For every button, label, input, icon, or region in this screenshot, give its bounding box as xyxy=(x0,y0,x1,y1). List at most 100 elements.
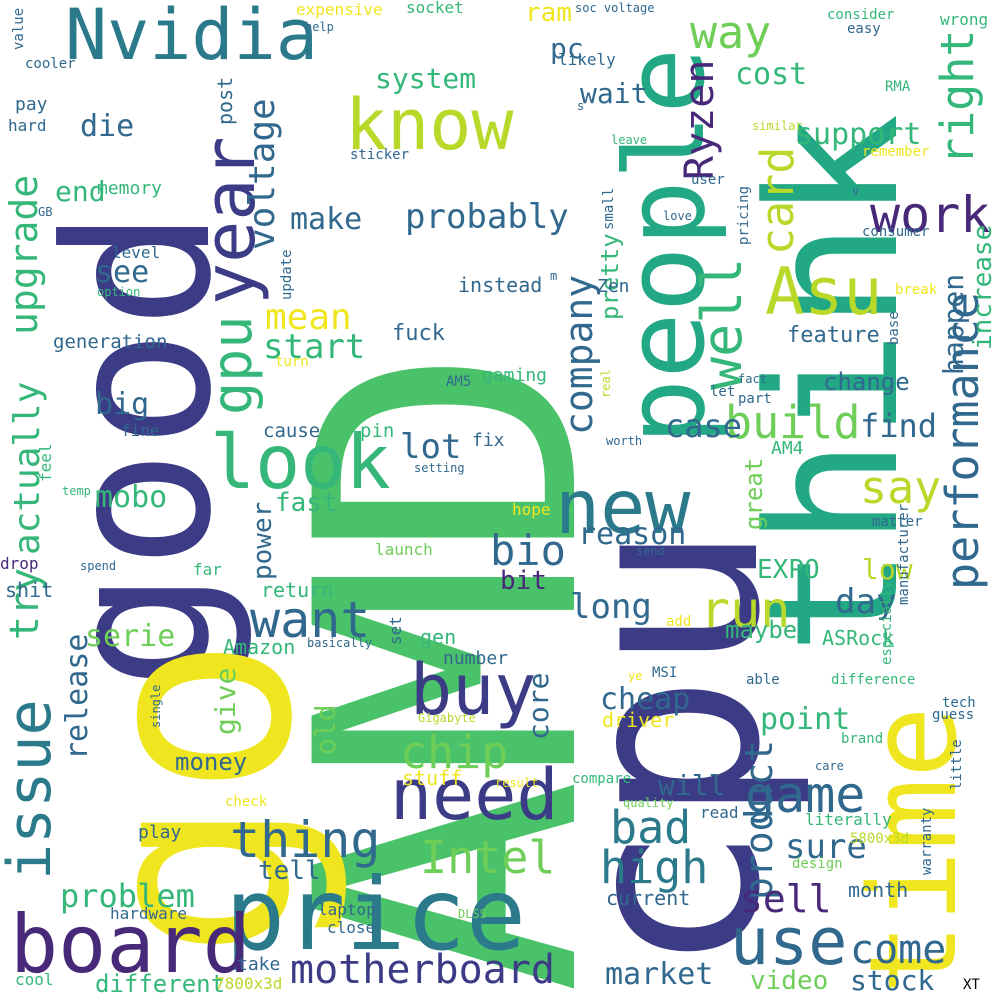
word-care: care xyxy=(815,759,844,773)
word-drop: drop xyxy=(0,554,39,573)
word-will: will xyxy=(658,769,726,802)
word-current: current xyxy=(606,886,691,910)
word-ram: ram xyxy=(525,0,572,28)
word-easy: easy xyxy=(847,21,881,37)
word-number: number xyxy=(443,648,509,669)
word-build: build xyxy=(725,396,861,449)
word-market: market xyxy=(605,957,714,992)
word-power: power xyxy=(248,501,278,580)
word-s: s xyxy=(577,99,585,113)
word-start: start xyxy=(263,327,366,367)
word-serie: serie xyxy=(85,619,176,654)
word-point: point xyxy=(760,702,851,737)
word-consider: consider xyxy=(827,7,895,23)
word-case: case xyxy=(665,407,743,445)
word-nvidia: Nvidia xyxy=(65,0,318,76)
word-want: want xyxy=(250,591,371,649)
word-low: low xyxy=(862,553,913,586)
word-probably: probably xyxy=(405,197,569,237)
word-gaming: gaming xyxy=(482,365,548,386)
word-work: work xyxy=(870,186,991,244)
word-reason: reason xyxy=(578,517,687,552)
word-product: product xyxy=(737,739,781,900)
word-check: check xyxy=(225,794,268,810)
word-love: love xyxy=(663,209,692,223)
word-able: able xyxy=(746,672,780,688)
word-cool: cool xyxy=(15,970,54,989)
word-end: end xyxy=(55,175,106,208)
word-sticker: sticker xyxy=(350,147,410,163)
word-tell: tell xyxy=(258,856,321,886)
word-am4: AM4 xyxy=(771,438,804,459)
word-month: month xyxy=(848,878,909,902)
word-pay: pay xyxy=(15,94,48,115)
word-change: change xyxy=(823,368,910,396)
word-base: base xyxy=(886,311,902,345)
word-play: play xyxy=(138,822,182,843)
word-setting: setting xyxy=(414,461,465,475)
word-5800x3d: 5800x3d xyxy=(850,831,910,847)
word-break: break xyxy=(895,282,938,298)
word-hard: hard xyxy=(8,116,47,135)
word-hardware: hardware xyxy=(110,904,188,923)
word-right: right xyxy=(931,29,984,165)
word-part: part xyxy=(738,391,772,407)
word-tech: tech xyxy=(942,695,976,711)
word-pc: pc xyxy=(550,32,584,65)
word-xt: XT xyxy=(963,977,980,993)
word-set: set xyxy=(386,616,405,645)
word-fuck: fuck xyxy=(392,321,445,346)
word-likely: likely xyxy=(558,50,616,69)
word-basically: basically xyxy=(307,636,373,650)
word-use: use xyxy=(730,905,848,980)
word-m: m xyxy=(550,269,558,283)
word-increase: increase xyxy=(968,224,998,350)
word-give: give xyxy=(209,667,242,735)
word-v: v xyxy=(852,184,860,198)
word-socket: socket xyxy=(406,0,464,17)
word-rma: RMA xyxy=(885,79,911,95)
word-maybe: maybe xyxy=(725,616,798,644)
word-big: big xyxy=(95,387,150,422)
word-warranty: warranty xyxy=(919,807,935,875)
word-problem: problem xyxy=(60,877,195,915)
word-cheap: cheap xyxy=(600,682,691,717)
word-return: return xyxy=(261,578,334,602)
word-value: value xyxy=(11,7,27,50)
word-motherboard: motherboard xyxy=(290,947,555,993)
word-asu: Asu xyxy=(765,255,883,330)
word-close: close xyxy=(327,918,376,937)
word-instead: instead xyxy=(458,273,543,297)
word-sure: sure xyxy=(785,827,867,867)
word-bit: bit xyxy=(500,566,547,596)
word-zen: Zen xyxy=(597,276,630,297)
word-small: small xyxy=(601,187,617,230)
word-price: price xyxy=(225,856,527,973)
word-way: way xyxy=(690,6,772,59)
word-money: money xyxy=(175,748,248,776)
word-leave: leave xyxy=(611,133,648,147)
word-take: take xyxy=(237,954,281,975)
word-quality: quality xyxy=(623,796,674,810)
word-ryzen: Ryzen xyxy=(677,59,723,180)
word-guess: guess xyxy=(932,707,975,723)
word-msi: MSI xyxy=(652,665,678,681)
word-remember: remember xyxy=(862,144,930,160)
word-mean: mean xyxy=(265,297,352,338)
word-new: new xyxy=(555,463,691,551)
word-voltage: voltage xyxy=(242,98,283,250)
word-great: great xyxy=(740,457,768,530)
word-cause: cause xyxy=(263,420,321,442)
word-far: far xyxy=(193,560,222,579)
word-see: see xyxy=(95,255,150,290)
word-buy: buy xyxy=(410,649,537,731)
word-lot: lot xyxy=(400,427,462,467)
word-mobo: mobo xyxy=(95,480,168,515)
word-ye: ye xyxy=(628,669,643,683)
word-wait: wait xyxy=(580,77,648,110)
word-stuff: stuff xyxy=(402,766,463,790)
word-cost: cost xyxy=(735,57,808,92)
word-gb: GB xyxy=(38,205,53,219)
word-company: company xyxy=(557,274,601,435)
word-stock: stock xyxy=(850,964,935,997)
